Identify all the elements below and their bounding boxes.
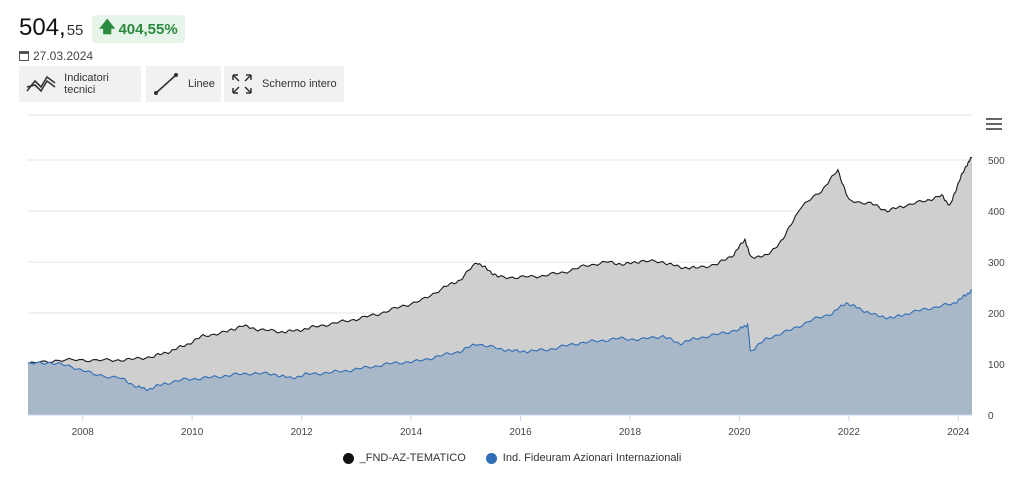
x-tick-label: 2018 — [619, 427, 642, 438]
y-tick-label: 300 — [988, 258, 1005, 269]
x-axis: 2008 2010 2012 2014 2016 2018 2020 2022 2024 — [72, 415, 970, 438]
y-tick-label: 500 — [988, 156, 1005, 167]
change-badge: 🡅 404,55% — [92, 15, 185, 43]
lines-button[interactable]: Linee — [146, 66, 221, 102]
legend-dot-index — [485, 452, 497, 464]
y-axis: 0 100 200 300 400 500 — [988, 156, 1005, 422]
current-price: 504, 55 — [19, 14, 83, 42]
fund-line — [27, 156, 973, 365]
x-tick-label: 2016 — [509, 427, 532, 438]
x-tick-label: 2024 — [947, 427, 970, 438]
line-icon — [154, 73, 178, 95]
price-decimal: 55 — [66, 22, 84, 39]
legend-label-index: Ind. Fideuram Azionari Internazionali — [502, 452, 682, 464]
x-tick-label: 2010 — [181, 427, 204, 438]
index-line — [27, 289, 972, 392]
x-tick-label: 2012 — [290, 427, 313, 438]
price-integer: 504, — [19, 14, 66, 41]
chart-areas — [27, 156, 973, 416]
legend-dot-fund — [342, 452, 354, 464]
index-area — [28, 290, 972, 415]
x-tick-label: 2020 — [728, 427, 751, 438]
lines-label: Linee — [188, 78, 215, 90]
fullscreen-label: Schermo intero — [262, 78, 337, 90]
legend-item-index[interactable]: Ind. Fideuram Azionari Internazionali — [485, 452, 682, 464]
indicators-label: Indicatori tecnici — [64, 72, 109, 96]
y-tick-label: 400 — [988, 207, 1005, 218]
change-value: 404,55% — [118, 20, 178, 38]
calendar-icon — [19, 51, 29, 61]
price-date: 27.03.2024 — [19, 49, 93, 63]
y-tick-label: 100 — [988, 360, 1005, 371]
legend-label-fund: _FND-AZ-TEMATICO — [359, 452, 466, 464]
legend-item-fund[interactable]: _FND-AZ-TEMATICO — [342, 452, 466, 464]
date-text: 27.03.2024 — [33, 49, 94, 63]
y-tick-label: 200 — [988, 309, 1005, 320]
x-tick-label: 2014 — [400, 427, 423, 438]
expand-icon — [232, 74, 252, 94]
technical-indicators-button[interactable]: Indicatori tecnici — [19, 66, 141, 102]
arrow-up-icon: 🡅 — [99, 18, 116, 36]
x-tick-label: 2022 — [838, 427, 861, 438]
x-tick-label: 2008 — [72, 427, 95, 438]
indicators-icon — [26, 75, 56, 93]
chart-menu-icon[interactable] — [986, 118, 1002, 133]
y-tick-label: 0 — [988, 411, 994, 422]
fullscreen-button[interactable]: Schermo intero — [224, 66, 344, 102]
chart-legend: _FND-AZ-TEMATICO Ind. Fideuram Azionari … — [0, 452, 1024, 464]
